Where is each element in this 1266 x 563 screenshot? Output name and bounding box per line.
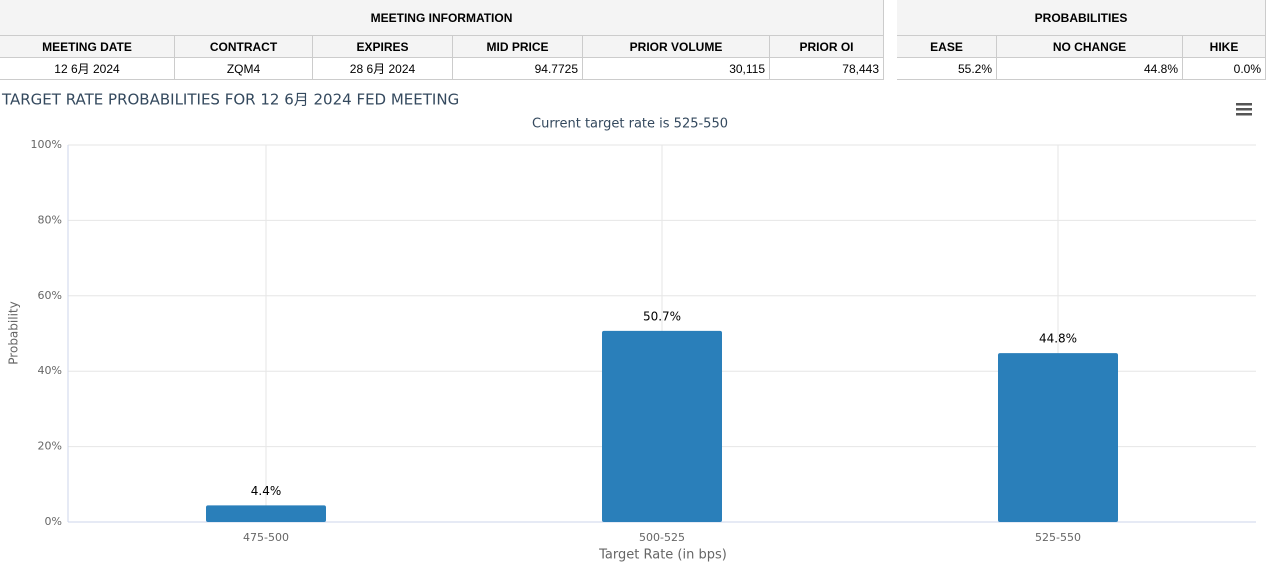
column-header: NO CHANGE xyxy=(997,36,1183,58)
table-cell: 0.0% xyxy=(1183,58,1266,80)
column-header: EASE xyxy=(897,36,997,58)
column-header: MEETING DATE xyxy=(0,36,175,58)
x-tick-label: 475-500 xyxy=(243,531,289,544)
bar xyxy=(206,505,326,522)
table-title: MEETING INFORMATION xyxy=(0,0,884,36)
x-tick-label: 500-525 xyxy=(639,531,685,544)
column-header: PRIOR OI xyxy=(770,36,884,58)
y-tick-label: 20% xyxy=(38,440,62,453)
column-header: MID PRICE xyxy=(453,36,583,58)
table-cell: 44.8% xyxy=(997,58,1183,80)
bar xyxy=(602,330,722,522)
table-cell: 12 6月 2024 xyxy=(0,58,175,80)
table-title: PROBABILITIES xyxy=(897,0,1266,36)
x-axis-label: Target Rate (in bps) xyxy=(598,548,727,563)
column-header: HIKE xyxy=(1183,36,1266,58)
column-header: PRIOR VOLUME xyxy=(583,36,770,58)
y-tick-label: 40% xyxy=(38,364,62,377)
y-tick-label: 100% xyxy=(31,138,62,151)
table-cell: 28 6月 2024 xyxy=(313,58,453,80)
data-label: 44.8% xyxy=(1039,332,1077,346)
table-cell: 55.2% xyxy=(897,58,997,80)
table-cell: ZQM4 xyxy=(175,58,313,80)
data-label: 4.4% xyxy=(251,484,282,498)
chart: TARGET RATE PROBABILITIES FOR 12 6月 2024… xyxy=(1,91,1256,563)
bar xyxy=(998,353,1118,522)
column-header: EXPIRES xyxy=(313,36,453,58)
y-tick-label: 0% xyxy=(45,515,62,528)
x-tick-label: 525-550 xyxy=(1035,531,1081,544)
column-header: CONTRACT xyxy=(175,36,313,58)
data-label: 50.7% xyxy=(643,309,681,323)
chart-title: TARGET RATE PROBABILITIES FOR 12 6月 2024… xyxy=(1,91,459,109)
y-tick-label: 60% xyxy=(38,289,62,302)
chart-subtitle: Current target rate is 525-550 xyxy=(532,117,728,132)
table-cell: 30,115 xyxy=(583,58,770,80)
y-axis-label: Probability xyxy=(7,301,21,364)
table-cell: 78,443 xyxy=(770,58,884,80)
y-tick-label: 80% xyxy=(38,213,62,226)
table-cell: 94.7725 xyxy=(453,58,583,80)
menu-button[interactable] xyxy=(1236,103,1252,116)
